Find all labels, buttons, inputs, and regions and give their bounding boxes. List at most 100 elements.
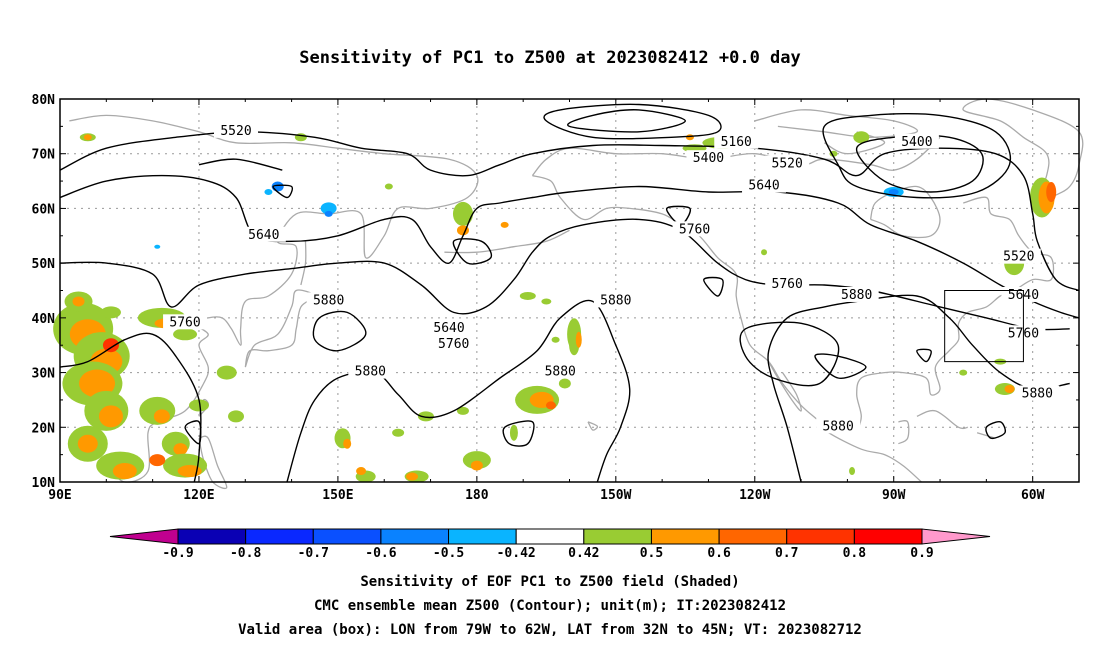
sensitivity-patch [228, 410, 245, 423]
contour-line [567, 109, 687, 133]
contour-label: 5880 [600, 293, 631, 308]
sensitivity-patch [849, 467, 856, 476]
sensitivity-patch [456, 406, 469, 415]
sensitivity-patch [1004, 384, 1015, 393]
sensitivity-patch [77, 434, 98, 453]
contour-label-bg [672, 221, 717, 237]
contour-line [272, 184, 293, 199]
sensitivity-patch [83, 134, 92, 141]
contour-label: 5640 [748, 179, 779, 194]
sensitivity-patch [959, 369, 968, 376]
sensitivity-patch [98, 405, 123, 428]
colorbar-box [718, 528, 788, 545]
lat-label: 40N [32, 312, 56, 327]
contour-label: 5880 [545, 365, 576, 380]
coastline-segment [976, 432, 996, 439]
sensitivity-patch [100, 306, 121, 319]
coastline-segment [768, 361, 802, 412]
lon-label: 180 [465, 488, 489, 503]
lat-label: 30N [32, 367, 56, 382]
colorbar-box [448, 528, 517, 545]
lat-label: 10N [32, 476, 56, 491]
contour-label-bg [894, 133, 939, 149]
lon-label: 60W [1021, 488, 1045, 503]
colorbar-label: 0.9 [910, 546, 933, 561]
sensitivity-patch [384, 183, 393, 190]
contour-line [739, 321, 840, 387]
contour-label-bg [765, 155, 810, 171]
contour-label-bg [241, 226, 286, 242]
colorbar-box [853, 528, 923, 545]
contour-line [502, 420, 535, 447]
contour-label: 5640 [248, 228, 279, 243]
sensitivity-patch [541, 298, 552, 305]
lon-label: 150E [322, 488, 353, 503]
lat-label: 80N [32, 93, 56, 108]
lat-label: 70N [32, 148, 56, 163]
contour-line [822, 112, 1011, 199]
sensitivity-patch [173, 443, 188, 456]
contour-line [703, 276, 724, 297]
contour-label-bg [1015, 385, 1060, 401]
map-frame [59, 98, 1080, 483]
coastline-segment [532, 174, 922, 483]
contour-label-bg [431, 336, 476, 352]
contour-label-bg [214, 122, 259, 138]
coastlines [69, 98, 1084, 490]
sensitivity-patch [320, 202, 337, 215]
sensitivity-patch [102, 338, 119, 353]
contour-label-bg [427, 319, 472, 335]
valid-area-box [944, 290, 1024, 363]
contour-line [198, 158, 283, 171]
contour-label-bg [593, 292, 638, 308]
contour-label: 5760 [679, 222, 710, 237]
axis-ticks [59, 98, 1080, 483]
sensitivity-patch [761, 249, 768, 256]
caption-line-2: CMC ensemble mean Z500 (Contour); unit(m… [313, 598, 786, 614]
lon-label: 120E [183, 488, 214, 503]
contour-label: 5520 [772, 157, 803, 172]
contour-label-bg [686, 150, 731, 166]
lat-label: 50N [32, 257, 56, 272]
contour-label: 5760 [438, 337, 469, 352]
colorbar-label: -0.42 [497, 546, 536, 561]
coastline-segment [444, 229, 570, 254]
sensitivity-patch [216, 365, 237, 380]
sensitivity-patch [545, 401, 556, 410]
contour-label-bg [348, 363, 393, 379]
colorbar-box [380, 528, 450, 545]
sensitivity-patch [173, 328, 198, 341]
colorbar-right-arrow [921, 528, 991, 545]
colorbar-left-arrow [109, 528, 179, 545]
lat-lon-grid [60, 99, 1079, 482]
latitude-labels: 80N 70N 60N 50N 40N 30N 20N 10N [32, 93, 56, 491]
contour-label-bg [538, 363, 583, 379]
contour-line [59, 174, 1080, 319]
colorbar-label: 0.7 [775, 546, 798, 561]
z500-contours [59, 103, 1080, 483]
lon-label: 150W [600, 488, 631, 503]
sensitivity-patch [551, 336, 560, 343]
colorbar-box [650, 528, 720, 545]
lat-label: 60N [32, 202, 56, 217]
colorbar-label: 0.8 [843, 546, 867, 561]
sensitivity-shading [53, 131, 1057, 483]
lat-label: 20N [32, 421, 56, 436]
sensitivity-patch [79, 369, 116, 398]
colorbar-label: -0.5 [433, 546, 464, 561]
coastline-segment [898, 419, 910, 445]
colorbar-labels: -0.9 -0.8 -0.7 -0.6 -0.5 -0.42 0.42 0.5 0.6 0.7 0.… [162, 546, 933, 561]
contour-line [59, 332, 202, 483]
contour-line [452, 238, 493, 265]
contour-label-bg [163, 314, 208, 330]
contour-label-bg [306, 292, 351, 308]
colorbar-box [583, 528, 652, 545]
sensitivity-patch [685, 134, 694, 141]
coastline-segment [856, 196, 1055, 433]
sensitivity-patch [112, 463, 137, 480]
contour-line [286, 299, 631, 483]
contour-label: 5160 [721, 135, 752, 150]
caption-line-3: Valid area (box): LON from 79W to 62W, L… [238, 622, 862, 638]
colorbar-label: -0.8 [230, 546, 261, 561]
